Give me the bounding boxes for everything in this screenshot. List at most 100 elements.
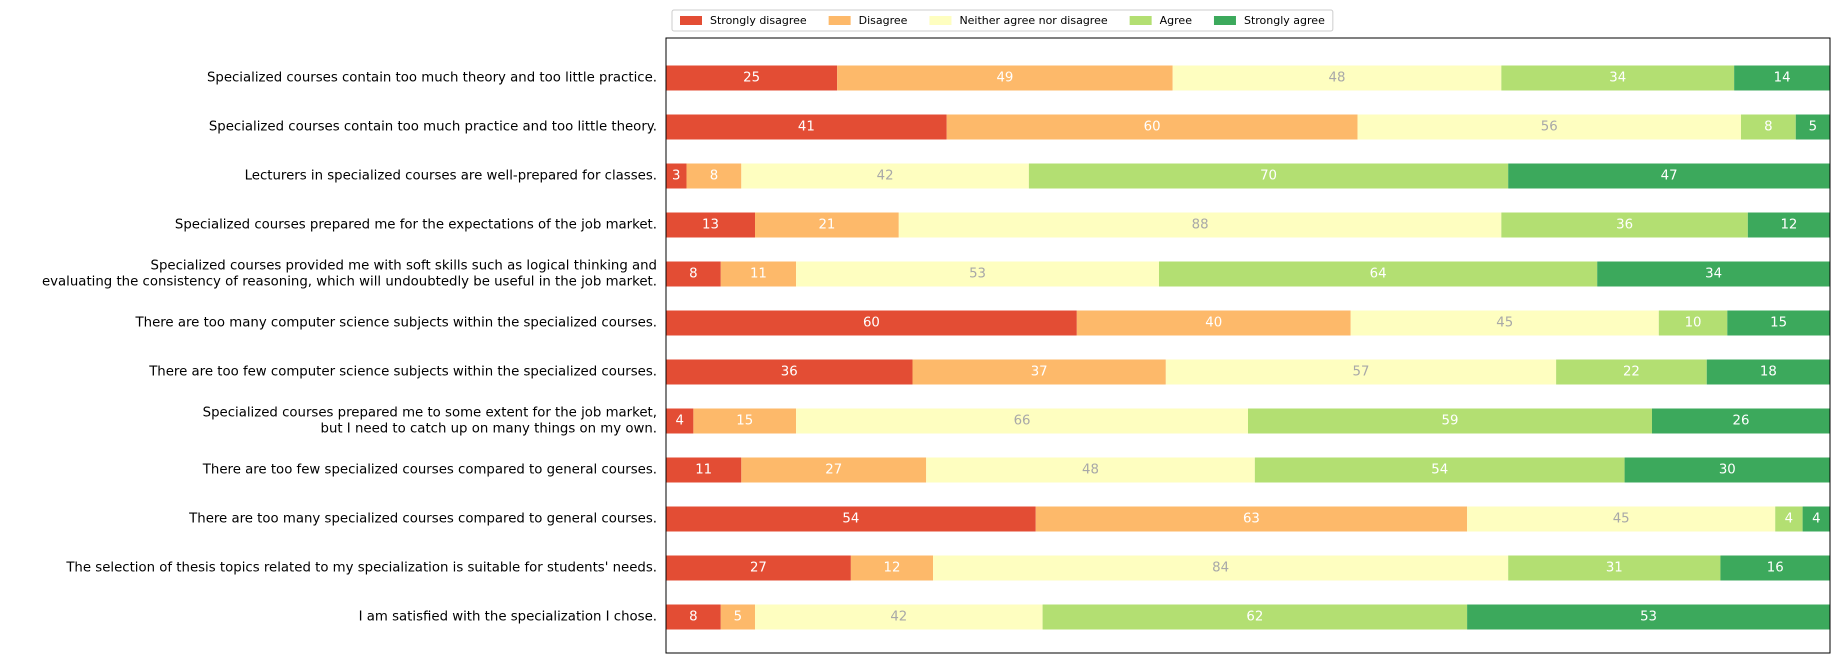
bar-segment	[1706, 359, 1830, 385]
category-label: The selection of thesis topics related t…	[65, 561, 657, 576]
bar-segment	[926, 457, 1255, 483]
bar-value-label: 27	[825, 463, 842, 478]
bar-segment	[1248, 408, 1652, 434]
bar-value-label: 34	[1705, 267, 1722, 282]
bar-value-label: 27	[750, 561, 767, 576]
bar-value-label: 5	[734, 610, 742, 625]
bar-value-label: 53	[1640, 610, 1657, 625]
bar-segment	[686, 163, 742, 189]
legend-label: Strongly agree	[1244, 14, 1325, 27]
bar-segment	[1740, 114, 1796, 140]
bar-segment	[933, 555, 1509, 581]
bar-segment	[1035, 506, 1468, 532]
bar-segment	[796, 261, 1159, 287]
bar-value-label: 8	[689, 267, 697, 282]
bar-segment	[741, 163, 1029, 189]
bar-value-label: 5	[1809, 120, 1817, 135]
category-label: but I need to catch up on many things on…	[321, 422, 658, 437]
bar-segment	[1254, 457, 1625, 483]
bar-value-label: 14	[1774, 71, 1791, 86]
bar-value-label: 62	[1246, 610, 1263, 625]
bar-value-label: 4	[1812, 512, 1820, 527]
bar-value-label: 15	[1770, 316, 1787, 331]
bar-value-label: 45	[1613, 512, 1630, 527]
bar-segment	[850, 555, 934, 581]
bar-value-label: 11	[695, 463, 712, 478]
bar-segment	[1350, 310, 1659, 336]
bar-value-label: 45	[1496, 316, 1513, 331]
bar-segment	[720, 604, 756, 630]
bar-value-label: 56	[1541, 120, 1558, 135]
bar-segment	[1028, 163, 1509, 189]
bar-value-label: 4	[675, 414, 683, 429]
legend: Strongly disagree Disagree Neither agree n…	[671, 9, 1334, 32]
bar-value-label: 21	[818, 218, 835, 233]
bar-value-label: 59	[1442, 414, 1459, 429]
bar-value-label: 63	[1243, 512, 1260, 527]
bar-value-label: 13	[702, 218, 719, 233]
bar-segment	[1597, 261, 1830, 287]
bar-segment	[741, 457, 927, 483]
bar-value-label: 8	[1764, 120, 1772, 135]
legend-label: Strongly disagree	[710, 14, 807, 27]
bar-segment	[666, 555, 851, 581]
bar-segment	[1556, 359, 1707, 385]
bar-value-label: 16	[1767, 561, 1784, 576]
bar-segment	[666, 212, 756, 238]
bar-segment	[1747, 212, 1830, 238]
bar-segment	[796, 408, 1248, 434]
bar-segment	[1467, 604, 1830, 630]
category-label: Specialized courses prepared me for the …	[175, 218, 657, 233]
bar-value-label: 48	[1082, 463, 1099, 478]
category-labels-layer: Specialized courses contain too much the…	[42, 71, 657, 625]
bar-segment	[1508, 555, 1721, 581]
legend-label: Neither agree nor disagree	[959, 14, 1107, 27]
bar-value-label: 42	[877, 169, 894, 184]
category-label: There are too many computer science subj…	[135, 316, 657, 331]
bar-value-label: 26	[1733, 414, 1750, 429]
category-label: There are too many specialized courses c…	[188, 512, 657, 527]
bar-segment	[1734, 65, 1830, 91]
bar-value-label: 49	[996, 71, 1013, 86]
bar-value-label: 8	[689, 610, 697, 625]
legend-label: Agree	[1160, 14, 1193, 27]
legend-frame	[671, 9, 1334, 32]
bar-segment	[1720, 555, 1830, 581]
bar-segment	[1357, 114, 1741, 140]
bar-value-label: 70	[1260, 169, 1277, 184]
legend-label: Disagree	[859, 14, 908, 27]
bar-segment	[1501, 65, 1735, 91]
bar-segment	[1172, 65, 1502, 91]
bar-value-label: 3	[672, 169, 680, 184]
bar-value-label: 22	[1623, 365, 1640, 380]
bar-value-label: 11	[750, 267, 767, 282]
bar-value-label: 12	[1780, 218, 1797, 233]
bar-value-label: 8	[710, 169, 718, 184]
category-label: Specialized courses provided me with sof…	[151, 259, 657, 274]
bar-segment	[666, 506, 1036, 532]
bar-value-label: 53	[969, 267, 986, 282]
category-label: Specialized courses prepared me to some …	[203, 406, 657, 421]
bar-segment	[666, 261, 721, 287]
bar-segment	[666, 163, 687, 189]
bar-segment	[1467, 506, 1776, 532]
bar-value-label: 60	[1144, 120, 1161, 135]
bar-value-label: 31	[1606, 561, 1623, 576]
legend-swatch	[1129, 16, 1152, 25]
bar-value-label: 4	[1785, 512, 1793, 527]
bar-value-label: 42	[890, 610, 907, 625]
bar-value-label: 66	[1014, 414, 1031, 429]
bars-layer	[666, 65, 1830, 630]
category-label: I am satisfied with the specialization I…	[359, 610, 657, 625]
bar-value-label: 48	[1329, 71, 1346, 86]
bar-value-label: 84	[1212, 561, 1229, 576]
bar-segment	[666, 604, 721, 630]
bar-segment	[666, 359, 913, 385]
bar-value-label: 57	[1353, 365, 1370, 380]
bar-segment	[666, 408, 694, 434]
bar-value-label: 15	[736, 414, 753, 429]
bar-segment	[1042, 604, 1468, 630]
legend-swatch	[828, 16, 851, 25]
